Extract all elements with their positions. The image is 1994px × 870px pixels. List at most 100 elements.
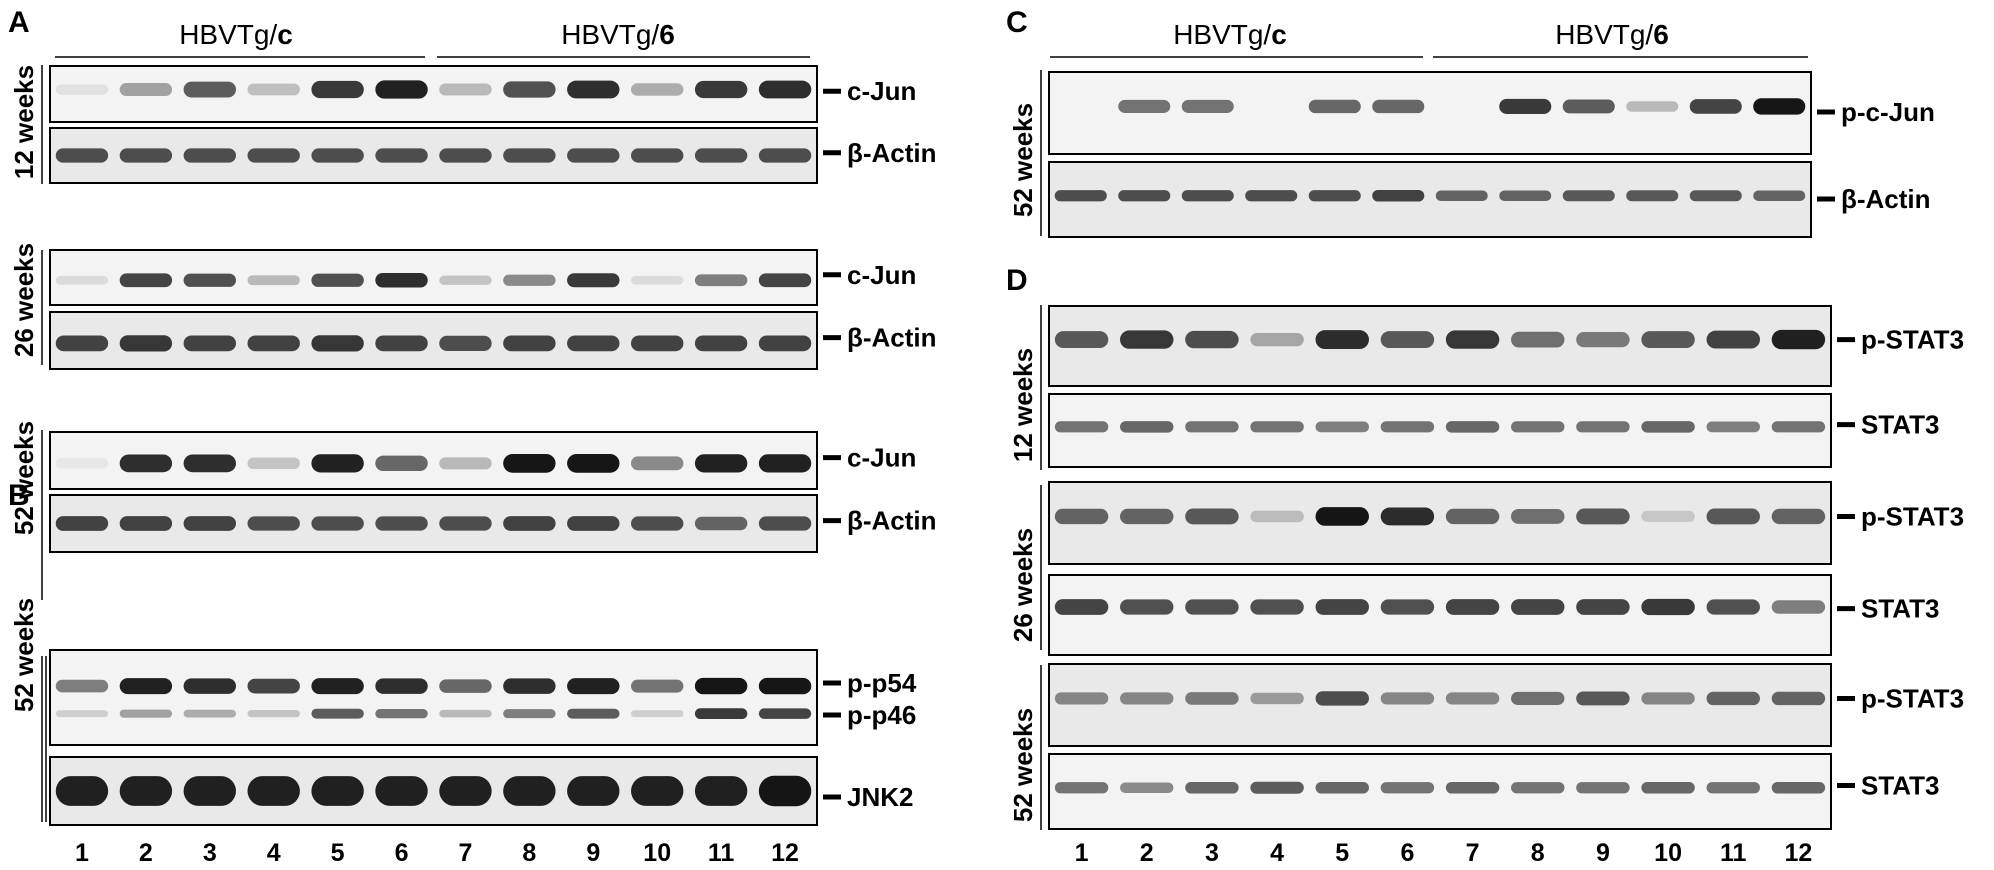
panel-b-jnk2-blot-band-lane-1 [55, 776, 109, 806]
panel-b-phospho-blot-label: p-p54 [847, 668, 917, 698]
panel-d-blot-1-band-lane-1 [1054, 331, 1109, 349]
panel-d-blot-4-band-lane-1 [1054, 599, 1109, 615]
panel-a-blot-2-background [50, 128, 817, 183]
panel-d-blot-4-band-lane-6 [1380, 599, 1435, 615]
panel-c-blot-2-frame [1048, 161, 1812, 238]
panel-c-blot-2-band-lane-2 [1118, 190, 1171, 202]
panel-b-phospho-blot-band-lane-12 [758, 677, 812, 695]
panel-d-blot-2-band-lane-1 [1054, 421, 1109, 433]
panel-a-blot-4-band-lane-11 [694, 335, 748, 352]
panel-d-blot-2-frame [1048, 393, 1832, 468]
panel-a-blot-5-band-lane-7 [439, 457, 492, 470]
panel-d-blot-5-band-lane-9 [1576, 691, 1630, 706]
panel-d-blot-4-band-lane-9 [1576, 599, 1630, 615]
panel-d-blot-5-band-lane-3 [1185, 692, 1239, 705]
panel-a-blot-6-band-lane-2 [119, 516, 173, 531]
panel-d-blot-1: p-STAT3 [1048, 305, 1964, 387]
group-treated-suffix: 6 [659, 19, 675, 50]
panel-b-p46-label: p-p46 [847, 700, 916, 730]
panel-b-phospho-blot-band-lower-lane-4 [247, 710, 300, 718]
panel-c-blot-2-band-lane-7 [1435, 190, 1488, 202]
panel-a-blot-5: c-Jun [49, 431, 916, 490]
group-header-left: HBVTg/c HBVTg/6 [55, 19, 810, 58]
panel-d-blot-3-band-lane-5 [1315, 507, 1369, 526]
panel-a-blot-4-band-lane-6 [375, 335, 428, 352]
group-control-prefix-c: HBVTg/ [1173, 19, 1271, 50]
panel-b-phospho-blot-band-lower-lane-5 [311, 708, 364, 719]
timepoint-d-26w: 26 weeks [1008, 528, 1038, 642]
panel-a-blot-4-band-lane-5 [311, 335, 364, 352]
panel-c-blot-1-band-lane-9 [1562, 99, 1615, 114]
panel-a-blot-6-label: β-Actin [847, 506, 937, 536]
panel-c-blot-1-band-lane-8 [1499, 98, 1552, 114]
timepoint-brackets [41, 65, 1042, 830]
panel-b-phospho-blot-band-lane-9 [567, 678, 620, 695]
panel-b-phospho-blot-band-lower-lane-12 [758, 708, 812, 719]
timepoint-a-26w: 26 weeks [9, 243, 39, 357]
panel-a-blot-3-band-lane-12 [758, 273, 812, 288]
panel-c-blot-2-band-lane-8 [1499, 190, 1552, 202]
svg-text:HBVTg/6: HBVTg/6 [1555, 19, 1669, 50]
panel-b-jnk2-blot-band-lane-2 [119, 776, 173, 806]
lane-numbers-right: 1 2 3 4 5 6 7 8 9 10 11 12 [1075, 839, 1813, 867]
right-lane-8: 8 [1531, 839, 1545, 867]
panel-d-blot-1-band-lane-10 [1641, 331, 1695, 349]
panel-b-phospho-blot-band-lower-lane-2 [119, 709, 173, 718]
group-treated-prefix: HBVTg/ [561, 19, 659, 50]
panel-a-blot-2-band-lane-4 [247, 148, 300, 163]
group-treated-suffix-c: 6 [1653, 19, 1669, 50]
panel-a-blot-3-band-lane-1 [55, 275, 109, 285]
panel-b-jnk2-blot-band-lane-4 [247, 776, 300, 806]
panel-a-blot-6: β-Actin [49, 494, 937, 553]
panel-a-blot-3-band-lane-9 [567, 273, 620, 288]
panel-d-blot-6-label: STAT3 [1861, 771, 1939, 801]
panel-d-blot-1-band-lane-7 [1445, 330, 1500, 349]
panel-c-blot-1-frame [1048, 71, 1812, 155]
panel-a-blot-4-background [50, 312, 817, 369]
panel-d-blot-5-frame [1048, 663, 1832, 747]
panel-a-blot-5-background [50, 432, 817, 489]
left-lane-12: 12 [771, 839, 799, 867]
panel-a-blot-6-band-lane-5 [311, 516, 364, 531]
panel-label-b: B [8, 479, 30, 512]
panel-a-blot-2-band-lane-8 [503, 148, 556, 163]
panel-b-phospho-blot: p-p54 [49, 649, 917, 746]
panel-d-blot-4-band-lane-8 [1511, 599, 1565, 615]
panel-a-blot-1-band-lane-7 [439, 83, 492, 96]
panel-a-blot-1-background [50, 66, 817, 122]
panel-a-blot-1-frame [49, 65, 818, 123]
panel-a-blot-3-band-lane-3 [183, 273, 236, 287]
left-lane-9: 9 [586, 839, 600, 867]
panel-a-blot-6-band-lane-4 [247, 516, 300, 531]
left-lane-1: 1 [75, 839, 89, 867]
panel-b-phospho-blot-band-lane-8 [503, 678, 556, 694]
left-lane-5: 5 [331, 839, 345, 867]
panel-a-blot-4-frame [49, 311, 818, 370]
panel-a-blot-4-band-lane-7 [439, 335, 492, 351]
panel-a-blot-5-label: c-Jun [847, 443, 916, 473]
panel-b-phospho-blot-frame [49, 649, 818, 746]
panel-a-blots: c-Jun β-Actin c-Jun β-Actin c-Jun β-Actin [49, 65, 937, 553]
panel-d-blot-3-band-lane-6 [1380, 507, 1435, 526]
panel-a-blot-2-band-lane-11 [694, 148, 748, 163]
right-lane-2: 2 [1140, 839, 1154, 867]
right-lane-5: 5 [1335, 839, 1349, 867]
panel-b-jnk2-blot-label: JNK2 [847, 782, 913, 812]
panel-a-blot-3-band-lane-5 [311, 273, 364, 287]
panel-b-jnk2-blot-band-lane-12 [758, 775, 812, 807]
panel-d-blot-3-band-lane-4 [1250, 510, 1304, 523]
panel-b-phospho-blot-band-lower-lane-7 [439, 709, 492, 718]
panel-c-blot-1-band-lane-3 [1181, 99, 1234, 113]
panel-a-blot-6-band-lane-1 [55, 516, 109, 531]
panel-a-blot-5-band-lane-5 [311, 454, 364, 473]
panel-b-jnk2-blot-band-lane-5 [311, 776, 364, 806]
panel-c-blot-2-band-lane-1 [1054, 190, 1107, 202]
group-control-suffix: c [277, 19, 293, 50]
panel-a-blot-3-band-lane-6 [375, 273, 428, 288]
panel-d-blot-2-band-lane-7 [1445, 421, 1500, 433]
panel-d-blot-2-band-lane-9 [1576, 421, 1630, 433]
panel-d-blot-5-band-lane-7 [1445, 692, 1500, 705]
svg-text:HBVTg/c: HBVTg/c [1173, 19, 1287, 50]
panel-d-blot-2-band-lane-5 [1315, 421, 1369, 433]
right-lane-6: 6 [1400, 839, 1414, 867]
